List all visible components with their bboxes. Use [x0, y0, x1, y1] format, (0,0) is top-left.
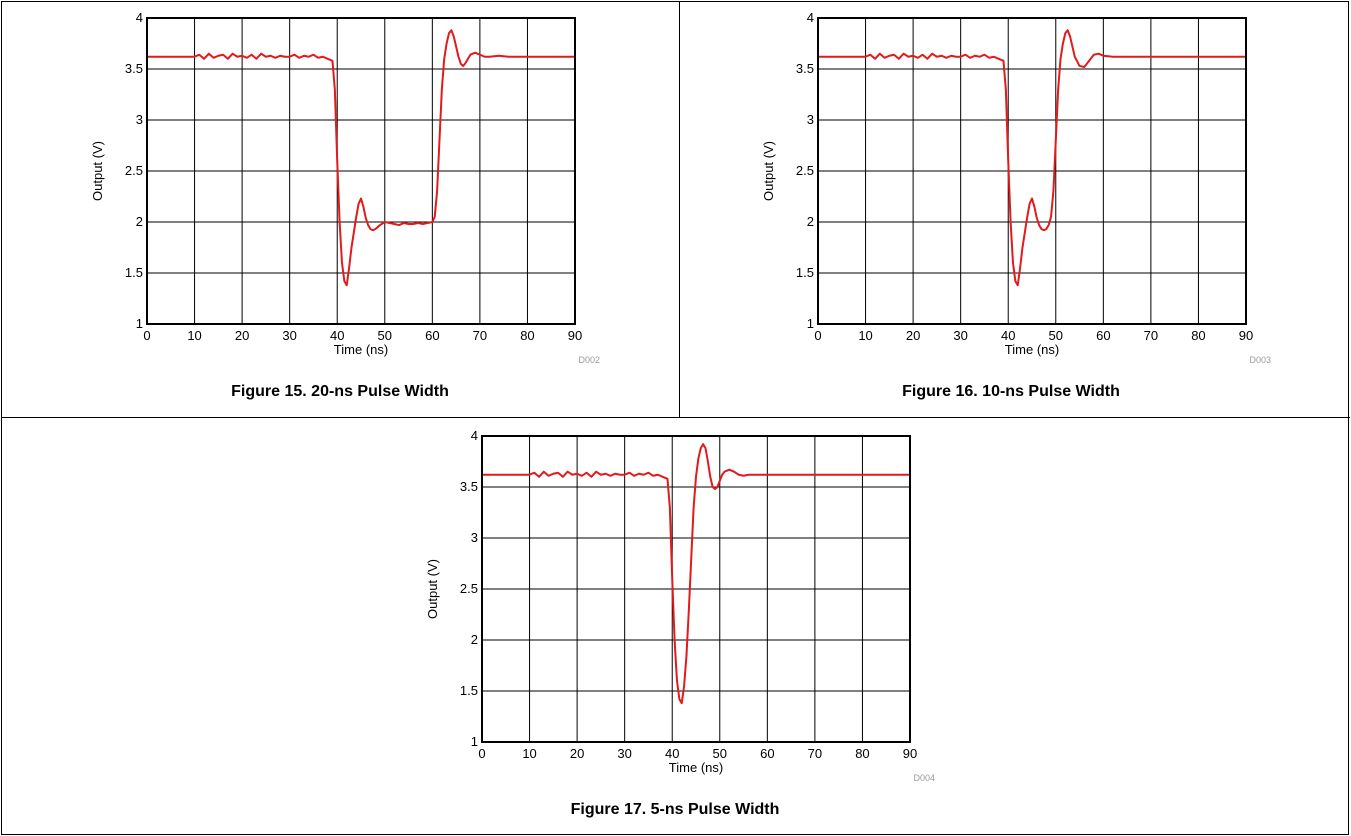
x-axis-title: Time (ns) — [1005, 342, 1059, 357]
y-tick-label: 1.5 — [125, 265, 143, 280]
y-tick-label: 3 — [136, 112, 143, 127]
x-tick-label: 50 — [713, 746, 727, 761]
x-axis-title: Time (ns) — [669, 760, 723, 775]
y-tick-label: 2 — [471, 632, 478, 647]
x-tick-label: 60 — [1096, 328, 1110, 343]
chart-panel-figure-17: 0 10 20 30 40 50 60 70 80 90 1 1.5 2 2.5 3 3.5 4 Time (ns… — [335, 418, 1015, 836]
figure-code: D004 — [913, 773, 935, 783]
series-line — [818, 29, 1246, 287]
x-tick-label: 20 — [570, 746, 584, 761]
chart-panel-figure-16: 0 10 20 30 40 50 60 70 80 90 1 1.5 2 2.5 3 3.5 4 Time (ns… — [671, 0, 1351, 417]
y-tick-label: 2.5 — [796, 163, 814, 178]
x-tick-label: 30 — [953, 328, 967, 343]
y-tick-label: 3.5 — [796, 61, 814, 76]
x-tick-label: 80 — [520, 328, 534, 343]
y-tick-label: 2 — [136, 214, 143, 229]
y-tick-label: 4 — [471, 428, 478, 443]
y-tick-label: 4 — [807, 10, 814, 25]
x-tick-label: 60 — [425, 328, 439, 343]
y-tick-label: 1 — [807, 316, 814, 331]
column-divider — [679, 1, 680, 418]
chart-figure-17: 0 10 20 30 40 50 60 70 80 90 1 1.5 2 2.5 3 3.5 4 Time (ns… — [425, 428, 935, 783]
series-line — [482, 443, 910, 705]
y-axis-title: Output (V) — [761, 141, 776, 201]
x-tick-label: 80 — [855, 746, 869, 761]
chart-figure-15: 0 10 20 30 40 50 60 70 80 90 1 1.5 2 2.5 3 3.5 4 Time (ns… — [90, 10, 600, 365]
x-tick-label: 70 — [473, 328, 487, 343]
y-axis-title: Output (V) — [90, 141, 105, 201]
figure-caption: Figure 15. 20-ns Pulse Width — [231, 383, 449, 400]
chart-figure-16: 0 10 20 30 40 50 60 70 80 90 1 1.5 2 2.5 3 3.5 4 Time (ns… — [761, 10, 1271, 365]
figure-caption: Figure 16. 10-ns Pulse Width — [902, 383, 1120, 400]
y-tick-label: 2.5 — [125, 163, 143, 178]
x-tick-label: 50 — [1049, 328, 1063, 343]
figure-code: D003 — [1249, 355, 1271, 365]
x-tick-label: 90 — [568, 328, 582, 343]
x-tick-label: 70 — [808, 746, 822, 761]
x-axis-title: Time (ns) — [334, 342, 388, 357]
x-tick-label: 40 — [1001, 328, 1015, 343]
x-tick-label: 50 — [378, 328, 392, 343]
x-tick-label: 10 — [187, 328, 201, 343]
x-tick-label: 90 — [1239, 328, 1253, 343]
y-tick-label: 1 — [471, 734, 478, 749]
y-tick-label: 3.5 — [460, 479, 478, 494]
x-tick-label: 40 — [330, 328, 344, 343]
x-tick-label: 60 — [760, 746, 774, 761]
row-divider — [1, 417, 1350, 418]
y-tick-label: 1.5 — [796, 265, 814, 280]
y-axis-title: Output (V) — [425, 559, 440, 619]
x-tick-label: 10 — [858, 328, 872, 343]
y-tick-label: 4 — [136, 10, 143, 25]
y-tick-label: 3.5 — [125, 61, 143, 76]
y-tick-label: 3 — [471, 530, 478, 545]
figure-caption: Figure 17. 5-ns Pulse Width — [570, 801, 780, 818]
x-tick-label: 0 — [478, 746, 485, 761]
y-tick-label: 2 — [807, 214, 814, 229]
y-tick-label: 1 — [136, 316, 143, 331]
x-tick-label: 20 — [235, 328, 249, 343]
figure-code: D002 — [578, 355, 600, 365]
y-tick-label: 1.5 — [460, 683, 478, 698]
x-tick-label: 0 — [814, 328, 821, 343]
y-tick-label: 2.5 — [460, 581, 478, 596]
plot-area — [817, 17, 1247, 325]
series-line — [147, 29, 575, 287]
x-tick-label: 40 — [665, 746, 679, 761]
y-tick-label: 3 — [807, 112, 814, 127]
x-tick-label: 70 — [1144, 328, 1158, 343]
x-tick-label: 30 — [282, 328, 296, 343]
plot-area — [146, 17, 576, 325]
x-tick-label: 90 — [903, 746, 917, 761]
x-tick-label: 10 — [522, 746, 536, 761]
x-tick-label: 20 — [906, 328, 920, 343]
plot-area — [481, 435, 911, 743]
x-tick-label: 0 — [143, 328, 150, 343]
chart-panel-figure-15: 0 10 20 30 40 50 60 70 80 90 1 1.5 2 2.5 3 3.5 4 Time (ns… — [0, 0, 680, 417]
x-tick-label: 80 — [1191, 328, 1205, 343]
x-tick-label: 30 — [617, 746, 631, 761]
